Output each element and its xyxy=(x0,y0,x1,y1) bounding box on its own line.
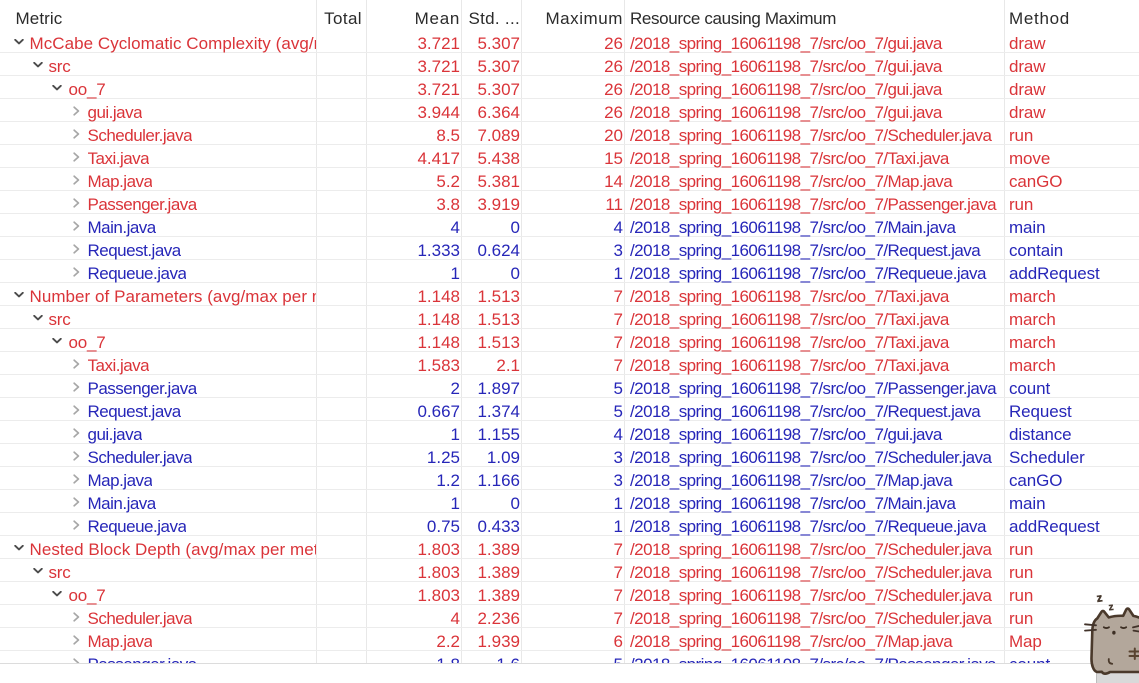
svg-text:z: z xyxy=(1108,602,1114,613)
svg-text:z: z xyxy=(1096,592,1104,605)
